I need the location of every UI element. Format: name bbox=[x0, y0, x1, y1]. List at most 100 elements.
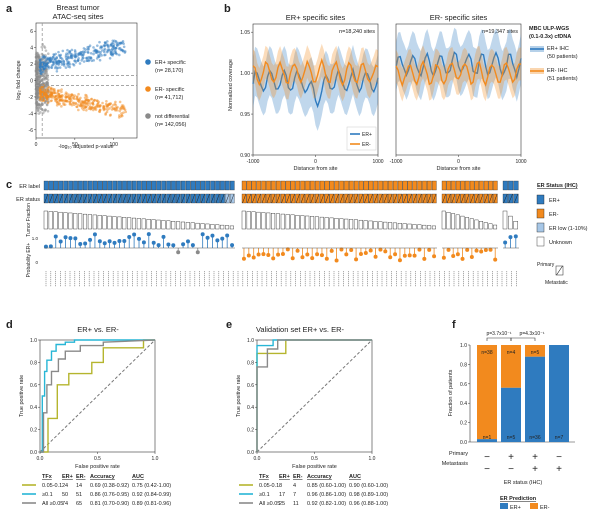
metastatic-hatch bbox=[364, 193, 369, 204]
x-tick-label: 1.0 bbox=[369, 456, 376, 462]
tumor-fraction-bar bbox=[97, 215, 102, 230]
x-axis-label: Distance from site bbox=[436, 166, 480, 172]
scatter-point bbox=[84, 98, 87, 102]
panel-title: Validation set ER+ vs. ER- bbox=[256, 325, 345, 334]
panel-f: f 1.0 0.8 0.6 0.4 0.2 0.0 Fraction of patients n… bbox=[442, 319, 575, 511]
er-label-cell bbox=[479, 180, 484, 191]
tumor-fraction-bar bbox=[176, 221, 181, 230]
legend-label: ER+ IHC bbox=[547, 46, 569, 52]
panel-letter: d bbox=[6, 319, 13, 331]
table-header: AUC bbox=[349, 474, 361, 480]
er-label-cell bbox=[373, 180, 379, 191]
scatter-point bbox=[88, 58, 91, 61]
scatter-point bbox=[124, 110, 127, 114]
scatter-point bbox=[89, 107, 93, 111]
metastatic-hatch bbox=[503, 193, 508, 204]
scatter-point bbox=[58, 66, 62, 69]
scatter-point bbox=[64, 93, 67, 96]
legend-label: Metastatic bbox=[545, 280, 568, 286]
probability-point bbox=[339, 247, 344, 252]
scatter-point bbox=[83, 96, 87, 99]
probability-point bbox=[329, 248, 334, 253]
tumor-fraction-bar bbox=[305, 215, 310, 230]
table-cell: ≥0.1 bbox=[259, 492, 270, 498]
bar-count-label: n=38 bbox=[481, 350, 492, 356]
er-label-cell bbox=[176, 180, 181, 191]
metastatic-hatch bbox=[427, 193, 432, 204]
scatter-point bbox=[93, 106, 97, 109]
scatter-point bbox=[60, 90, 63, 94]
x-axis-label: Distance from site bbox=[293, 166, 337, 172]
scatter-point bbox=[38, 98, 42, 101]
scatter-point bbox=[36, 61, 39, 64]
row-label: ER status bbox=[16, 197, 40, 203]
tumor-fraction-bar bbox=[285, 214, 290, 230]
metastatic-hatch bbox=[127, 193, 132, 204]
scatter-point bbox=[96, 44, 99, 47]
scatter-point bbox=[86, 103, 90, 107]
significance-bracket bbox=[510, 337, 536, 341]
tumor-fraction-bar bbox=[266, 212, 271, 230]
scatter-point bbox=[49, 56, 52, 60]
legend-count: (n= 28,170) bbox=[155, 68, 183, 74]
x-tick-label: 0 bbox=[457, 159, 460, 165]
er-label-cell bbox=[295, 180, 301, 191]
scatter-point bbox=[114, 46, 118, 50]
y-tick-label: 0.2 bbox=[247, 428, 254, 434]
tumor-fraction-bar bbox=[107, 215, 112, 230]
tumor-fraction-bar bbox=[446, 212, 451, 230]
scatter-point bbox=[45, 71, 48, 74]
x-tick-label: 50 bbox=[72, 142, 78, 148]
tumor-fraction-bar bbox=[43, 210, 48, 230]
legend-count: (n= 41,712) bbox=[155, 95, 183, 101]
scatter-point bbox=[100, 46, 104, 49]
probability-point bbox=[460, 256, 465, 261]
metastatic-hatch bbox=[456, 193, 460, 204]
roc-curve bbox=[40, 339, 155, 453]
probability-point bbox=[373, 254, 378, 259]
probability-point bbox=[285, 247, 290, 252]
scatter-point bbox=[44, 66, 47, 70]
tumor-fraction-bar bbox=[460, 215, 465, 230]
probability-point bbox=[246, 253, 251, 258]
table-cell: 0.90 (0.60-1.00) bbox=[349, 483, 388, 489]
er-label-cell bbox=[319, 180, 325, 191]
probability-point bbox=[161, 234, 166, 239]
bar-er-negative bbox=[525, 345, 545, 357]
metastatic-hatch bbox=[339, 193, 344, 204]
row-label: Probability ER+ bbox=[26, 243, 32, 278]
probability-point bbox=[102, 241, 107, 246]
scatter-point bbox=[57, 95, 61, 99]
scatter-point bbox=[55, 56, 59, 60]
metastatic-hatch bbox=[556, 265, 563, 276]
scatter-point bbox=[57, 50, 60, 54]
tumor-fraction-bar bbox=[251, 211, 256, 230]
legend-marker bbox=[145, 59, 151, 65]
scatter-point bbox=[87, 45, 91, 49]
scatter-point bbox=[35, 93, 39, 97]
tumor-fraction-bar bbox=[210, 224, 215, 230]
scatter-point bbox=[79, 96, 82, 100]
scatter-point bbox=[105, 50, 109, 54]
scatter-point bbox=[112, 107, 116, 111]
y-tick-label: 0.0 bbox=[247, 450, 254, 456]
probability-point bbox=[397, 258, 402, 263]
legend-swatch bbox=[530, 503, 538, 509]
er-label-cell bbox=[92, 180, 98, 191]
scatter-point bbox=[102, 50, 106, 54]
metastatic-hatch bbox=[205, 193, 210, 204]
table-cell: 0.69 (0.38-0.92) bbox=[90, 483, 129, 489]
probability-point bbox=[220, 236, 225, 241]
metastatic-hatch bbox=[300, 193, 305, 204]
tumor-fraction-bar bbox=[502, 210, 508, 230]
scatter-point bbox=[50, 58, 54, 61]
legend-sub: (50 patients) bbox=[547, 54, 578, 60]
probability-point bbox=[344, 252, 349, 257]
tumor-fraction-bar bbox=[378, 221, 383, 230]
legend-label: ER- specific bbox=[155, 87, 185, 93]
y-tick-label: 0.90 bbox=[240, 153, 250, 159]
tumor-fraction-bar bbox=[469, 218, 474, 230]
er-label-cell bbox=[305, 180, 310, 191]
scatter-point bbox=[117, 114, 121, 117]
y-tick-label: 0 bbox=[35, 260, 38, 265]
